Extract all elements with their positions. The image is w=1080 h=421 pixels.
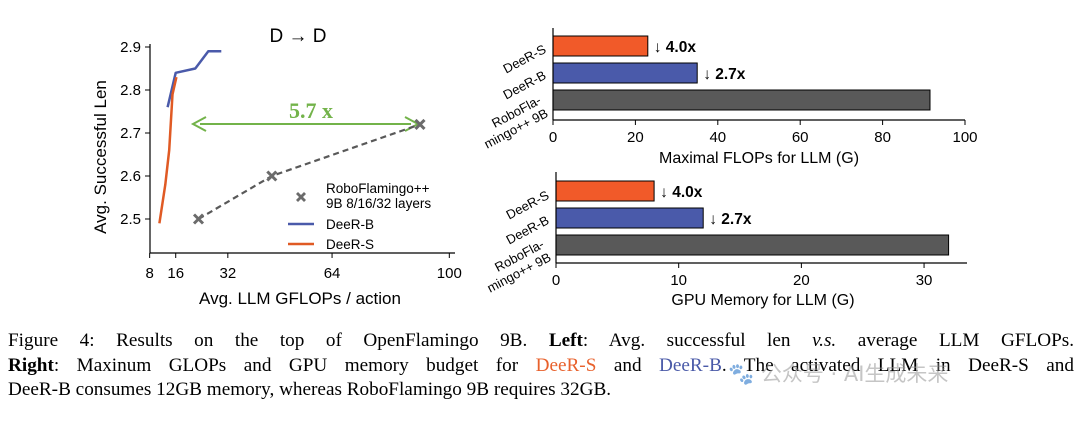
caption-deer-s: DeeR-S — [535, 354, 597, 376]
left-x-tick-label: 100 — [437, 265, 462, 282]
caption-left-bold: Left — [548, 330, 583, 351]
left-x-ticks: 8 16 32 64 100 — [145, 253, 462, 282]
bar-deer-b-annotation: ↓ 2.7x — [703, 66, 746, 83]
bar-deer-b — [555, 207, 704, 229]
speedup-label: 5.7 x — [289, 98, 333, 123]
left-y-tick-label: 2.8 — [120, 82, 141, 99]
x-tick-label: 30 — [916, 272, 933, 289]
watermark: 🐾 公众号 · AI生成未来 — [728, 362, 949, 386]
figure-caption: Figure 4: Results on the top of OpenFlam… — [8, 329, 1074, 403]
caption-and: and — [613, 354, 642, 376]
flops-chart: ↓ 4.0x ↓ 2.7x 0 20 40 60 80 100 Maximal FLOPs … — [481, 28, 978, 167]
x-tick-label: 0 — [552, 272, 560, 289]
legend-deer-b-label: DeeR-B — [326, 217, 374, 232]
caption-vs: v.s. — [812, 330, 837, 351]
mem-x-label: GPU Memory for LLM (G) — [671, 292, 854, 309]
left-y-tick-label: 2.9 — [120, 39, 141, 56]
left-x-tick-label: 8 — [145, 265, 153, 282]
flops-bars: ↓ 4.0x ↓ 2.7x — [552, 35, 931, 111]
left-chart-title: D → D — [270, 26, 327, 47]
caption-text-2: : Avg. successful len — [582, 330, 791, 351]
bar-deer-b — [552, 62, 698, 84]
figure-panels: D → D 2.52.62.72.82.9 8 16 32 64 100 Avg. Su… — [91, 26, 978, 309]
left-y-label: Avg. Successful Len — [91, 80, 110, 234]
caption-text-3: average LLM GFLOPs. — [857, 330, 1075, 351]
caption-text-4: : Maxinum GLOPs and GPU memory budget fo… — [53, 354, 519, 376]
left-x-tick-label: 64 — [324, 265, 341, 282]
x-tick-label: 100 — [952, 129, 977, 146]
legend-robo-line1: RoboFlamingo++ — [326, 181, 430, 196]
x-tick-label: 20 — [627, 129, 644, 146]
bar-robo — [555, 234, 950, 256]
flops-x-ticks: 0 20 40 60 80 100 — [549, 120, 978, 146]
x-tick-label: 80 — [874, 129, 891, 146]
caption-deer-b: DeeR-B — [659, 354, 722, 376]
x-tick-label: 20 — [793, 272, 810, 289]
bar-deer-s — [552, 35, 649, 57]
bar-deer-s-annotation: ↓ 4.0x — [660, 184, 703, 201]
deer-s-series-line — [158, 76, 178, 224]
memory-bars: ↓ 4.0x ↓ 2.7x — [555, 180, 950, 256]
x-tick-label: 40 — [709, 129, 726, 146]
bar-deer-s-annotation: ↓ 4.0x — [654, 39, 697, 56]
legend-robo-line2: 9B 8/16/32 layers — [326, 196, 431, 211]
bar-robo — [552, 89, 931, 111]
robo-point-cross — [266, 170, 278, 182]
bar-deer-s — [555, 180, 655, 202]
robo-point-cross — [192, 213, 205, 225]
left-y-tick-label: 2.6 — [120, 168, 141, 185]
legend-deer-s-label: DeeR-S — [326, 237, 374, 252]
memory-chart: ↓ 4.0x ↓ 2.7x 0 10 20 30 GPU Memory for LLM … — [484, 172, 967, 309]
left-chart: D → D 2.5 2.6 2.7 2.8 2.9 8 16 32 64 100 Avg. Su… — [91, 26, 462, 308]
flops-x-label: Maximal FLOPs for LLM (G) — [659, 150, 859, 167]
left-x-tick-label: 32 — [219, 265, 236, 282]
bar-deer-b-annotation: ↓ 2.7x — [709, 211, 752, 228]
left-series — [158, 50, 426, 225]
caption-right-bold: Right — [8, 354, 54, 376]
left-x-label: Avg. LLM GFLOPs / action — [199, 289, 401, 308]
caption-text-1: Results on the top of OpenFlamingo 9B. — [116, 330, 528, 351]
x-tick-label: 10 — [670, 272, 687, 289]
deer-b-series-line — [166, 50, 222, 108]
left-y-ticks: 2.5 2.6 2.7 2.8 2.9 — [120, 39, 150, 228]
caption-line-2: Right: Maxinum GLOPs and GPU memory budg… — [8, 354, 1074, 379]
x-tick-label: 60 — [792, 129, 809, 146]
caption-line-1: Figure 4: Results on the top of OpenFlam… — [8, 329, 1074, 354]
caption-text-5: . The activated LLM in DeeR-S and — [721, 354, 1074, 376]
mem-x-ticks: 0 10 20 30 — [552, 263, 933, 289]
left-legend: RoboFlamingo++ 9B 8/16/32 layers DeeR-B … — [288, 181, 431, 252]
x-tick-label: 0 — [549, 129, 557, 146]
left-y-tick-label: 2.5 — [120, 211, 141, 228]
left-x-tick-label: 16 — [167, 265, 184, 282]
left-y-tick-label: 2.7 — [120, 125, 141, 142]
caption-label: Figure 4: — [8, 330, 95, 351]
robo-point-cross — [414, 118, 426, 130]
caption-line-3: DeeR-B consumes 12GB memory, whereas Rob… — [8, 379, 612, 400]
legend-cross-icon — [296, 192, 306, 202]
